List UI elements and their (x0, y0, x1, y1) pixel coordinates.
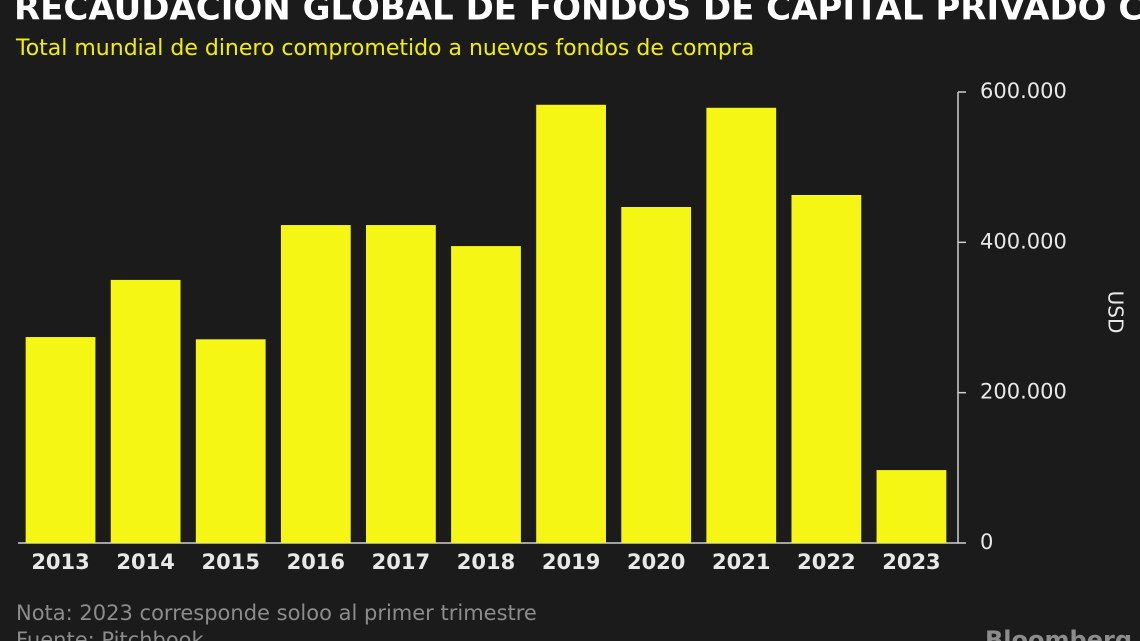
x-tick-label: 2018 (457, 550, 515, 574)
bar (621, 207, 692, 543)
bar (110, 279, 181, 543)
bar (876, 470, 947, 543)
bar (280, 225, 351, 544)
bar (451, 246, 521, 543)
x-tick-label: 2016 (287, 550, 345, 574)
y-tick-label: 600.000 (980, 79, 1067, 103)
chart-subtitle: Total mundial de dinero comprometido a n… (15, 36, 754, 61)
chart-title: RECAUDACIÓN GLOBAL DE FONDOS DE CAPITAL … (14, 0, 1140, 29)
x-tick-label: 2021 (712, 550, 770, 574)
y-axis-label: USD (1104, 291, 1128, 334)
bar (25, 337, 96, 543)
x-tick-label: 2017 (372, 550, 430, 574)
x-tick-label: 2023 (882, 550, 940, 574)
y-tick-label: 400.000 (980, 229, 1067, 253)
x-tick-label: 2015 (202, 550, 260, 574)
x-tick-label: 2020 (627, 550, 685, 574)
brand: Bloomberg (985, 626, 1132, 641)
y-tick-label: 0 (980, 530, 993, 554)
bar (366, 225, 436, 544)
x-tick-label: 2013 (31, 550, 89, 574)
source: Fuente: Pitchbook (16, 628, 205, 641)
bar (536, 104, 606, 544)
bar (706, 107, 777, 543)
bar (791, 194, 862, 543)
x-tick-label: 2022 (797, 550, 855, 574)
x-tick-label: 2014 (116, 550, 174, 574)
note: Nota: 2023 corresponde soloo al primer t… (16, 601, 537, 625)
x-tick-label: 2019 (542, 550, 600, 574)
y-tick-label: 200.000 (980, 380, 1067, 404)
bar (195, 339, 266, 543)
